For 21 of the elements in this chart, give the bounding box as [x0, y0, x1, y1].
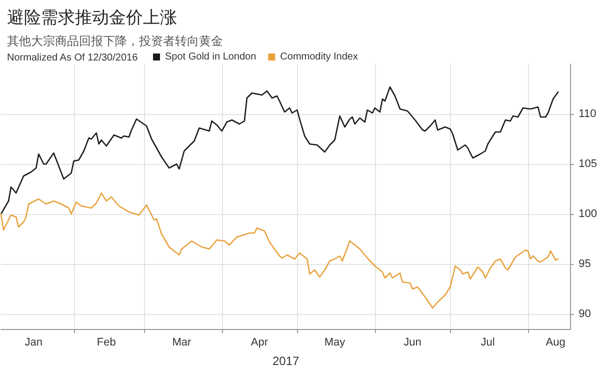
line-series — [0, 192, 559, 309]
x-tick-label: Jul — [480, 336, 495, 348]
y-tick-label: 110 — [578, 108, 596, 120]
line-series — [0, 86, 559, 215]
x-tick-label: Feb — [96, 336, 116, 348]
legend-label: Commodity Index — [280, 52, 358, 62]
x-tick-label: Jun — [404, 336, 422, 348]
legend-title: Normalized As Of 12/30/2016 — [7, 52, 138, 64]
legend-label: Spot Gold in London — [165, 52, 256, 62]
x-tick-label: Jan — [24, 336, 42, 348]
x-tick-label: Aug — [546, 336, 566, 348]
y-tick-label: 95 — [578, 258, 591, 270]
x-tick-label: May — [324, 336, 346, 348]
y-tick-label: 90 — [578, 308, 591, 320]
y-tick-label: 105 — [578, 158, 598, 170]
x-tick-label: Mar — [172, 336, 192, 348]
y-tick-label: 100 — [578, 208, 598, 220]
chart-title: 避险需求推动金价上涨 — [7, 8, 177, 27]
x-tick-label: Apr — [250, 336, 268, 348]
x-axis-title: 2017 — [272, 354, 300, 368]
chart-subtitle: 其他大宗商品回报下降，投资者转向黄金 — [7, 34, 223, 48]
